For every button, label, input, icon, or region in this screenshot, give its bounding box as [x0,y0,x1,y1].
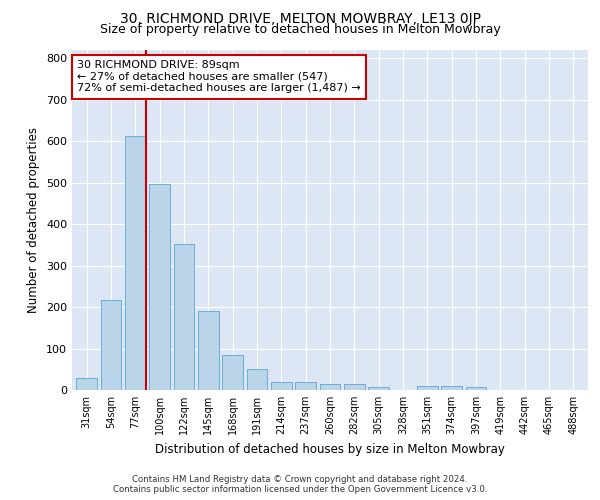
Text: 30 RICHMOND DRIVE: 89sqm
← 27% of detached houses are smaller (547)
72% of semi-: 30 RICHMOND DRIVE: 89sqm ← 27% of detach… [77,60,361,94]
Bar [344,384,365,390]
Text: Contains HM Land Registry data © Crown copyright and database right 2024.
Contai: Contains HM Land Registry data © Crown c… [113,474,487,494]
Bar [417,386,438,390]
Bar [442,386,462,390]
Bar [173,244,194,390]
Bar [247,369,268,390]
Bar [295,382,316,390]
Y-axis label: Number of detached properties: Number of detached properties [28,127,40,313]
Bar [149,184,170,390]
Bar [320,384,340,390]
Bar [101,300,121,390]
Bar [466,387,487,390]
Bar [271,382,292,390]
X-axis label: Distribution of detached houses by size in Melton Mowbray: Distribution of detached houses by size … [155,442,505,456]
Text: Size of property relative to detached houses in Melton Mowbray: Size of property relative to detached ho… [100,24,500,36]
Bar [198,311,218,390]
Bar [125,136,146,390]
Text: 30, RICHMOND DRIVE, MELTON MOWBRAY, LE13 0JP: 30, RICHMOND DRIVE, MELTON MOWBRAY, LE13… [119,12,481,26]
Bar [76,378,97,390]
Bar [368,386,389,390]
Bar [222,355,243,390]
